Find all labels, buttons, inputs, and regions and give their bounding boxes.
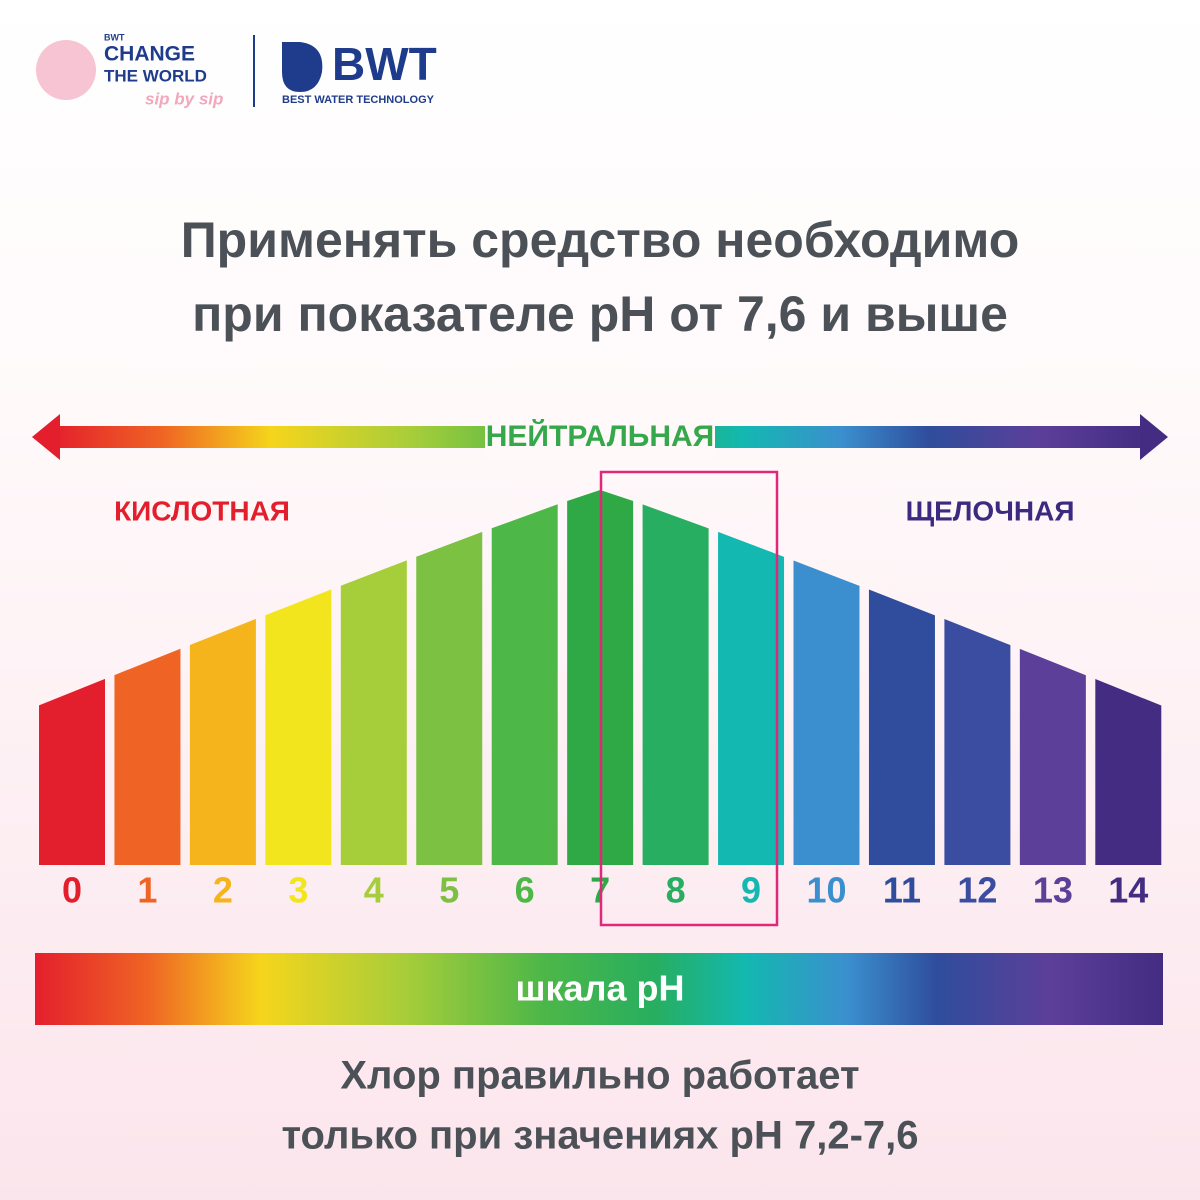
- ph-bar-column: [1019, 648, 1086, 865]
- ph-bar-column: [944, 619, 1011, 865]
- ph-bar: [35, 953, 1163, 1025]
- logo-badge: BWT: [104, 32, 125, 42]
- ph-bar-column: [39, 678, 105, 865]
- ph-level-label: 6: [515, 870, 535, 911]
- title-line: при показателе pH от 7,6 и выше: [192, 286, 1008, 342]
- ph-level-label: 12: [957, 870, 997, 911]
- footer-line: только при значениях pH 7,2-7,6: [281, 1114, 918, 1158]
- neutral-label: НЕЙТРАЛЬНАЯ: [486, 419, 714, 453]
- ph-level-label: 9: [741, 870, 761, 911]
- label-gap: [485, 418, 715, 458]
- ph-bar-column: [340, 560, 407, 865]
- arrow: [32, 414, 1168, 460]
- ph-level-label: 14: [1108, 870, 1148, 911]
- ph-bar-column: [189, 618, 256, 865]
- globe: [36, 40, 96, 100]
- logo-line: THE WORLD: [104, 66, 207, 85]
- brand: BWT: [332, 38, 437, 90]
- ph-level-label: 2: [213, 870, 233, 911]
- ph-bar-column: [265, 589, 332, 865]
- ph-bar-column: [793, 560, 860, 865]
- ph-level-label: 13: [1033, 870, 1073, 911]
- arrow-head: [32, 414, 60, 460]
- ph-level-label: 1: [137, 870, 157, 911]
- ph-bar-column: [642, 504, 709, 865]
- ph-bar-column: [491, 504, 558, 865]
- bars: 0 1 2 3 4 5 6 7 8 9 10 11 12 13 14: [39, 490, 1162, 911]
- ph-bar-column: [416, 531, 483, 865]
- ph-bar-label: шкала pH: [516, 968, 685, 1009]
- ph-bar-column: [1095, 678, 1162, 865]
- highlight-box: [599, 470, 779, 927]
- brand-subtitle: BEST WATER TECHNOLOGY: [282, 94, 435, 106]
- acidic-label: КИСЛОТНАЯ: [114, 495, 290, 526]
- ph-level-label: 11: [883, 870, 921, 911]
- alkaline-label: ЩЕЛОЧНАЯ: [906, 495, 1075, 526]
- logo: BWT CHANGE THE WORLD sip by sip BWT BEST…: [36, 32, 437, 108]
- ph-level-label: 8: [666, 870, 686, 911]
- ph-level-label: 10: [806, 870, 846, 911]
- ph-level-label: 0: [62, 870, 82, 911]
- ph-level-label: 3: [288, 870, 308, 911]
- brand-icon: [282, 42, 323, 92]
- ph-bar-column: [868, 589, 935, 865]
- ph-bar-column: [718, 531, 785, 865]
- ph-level-label: 4: [364, 870, 384, 911]
- logo-line: CHANGE: [104, 43, 195, 66]
- ph-level-label: 5: [439, 870, 459, 911]
- ph-bar-column: [114, 648, 181, 865]
- logo-tagline: sip by sip: [145, 89, 223, 108]
- footer-line: Хлор правильно работает: [340, 1054, 859, 1098]
- arrow-head: [1140, 414, 1168, 460]
- title-line: Применять средство необходимо: [181, 212, 1020, 268]
